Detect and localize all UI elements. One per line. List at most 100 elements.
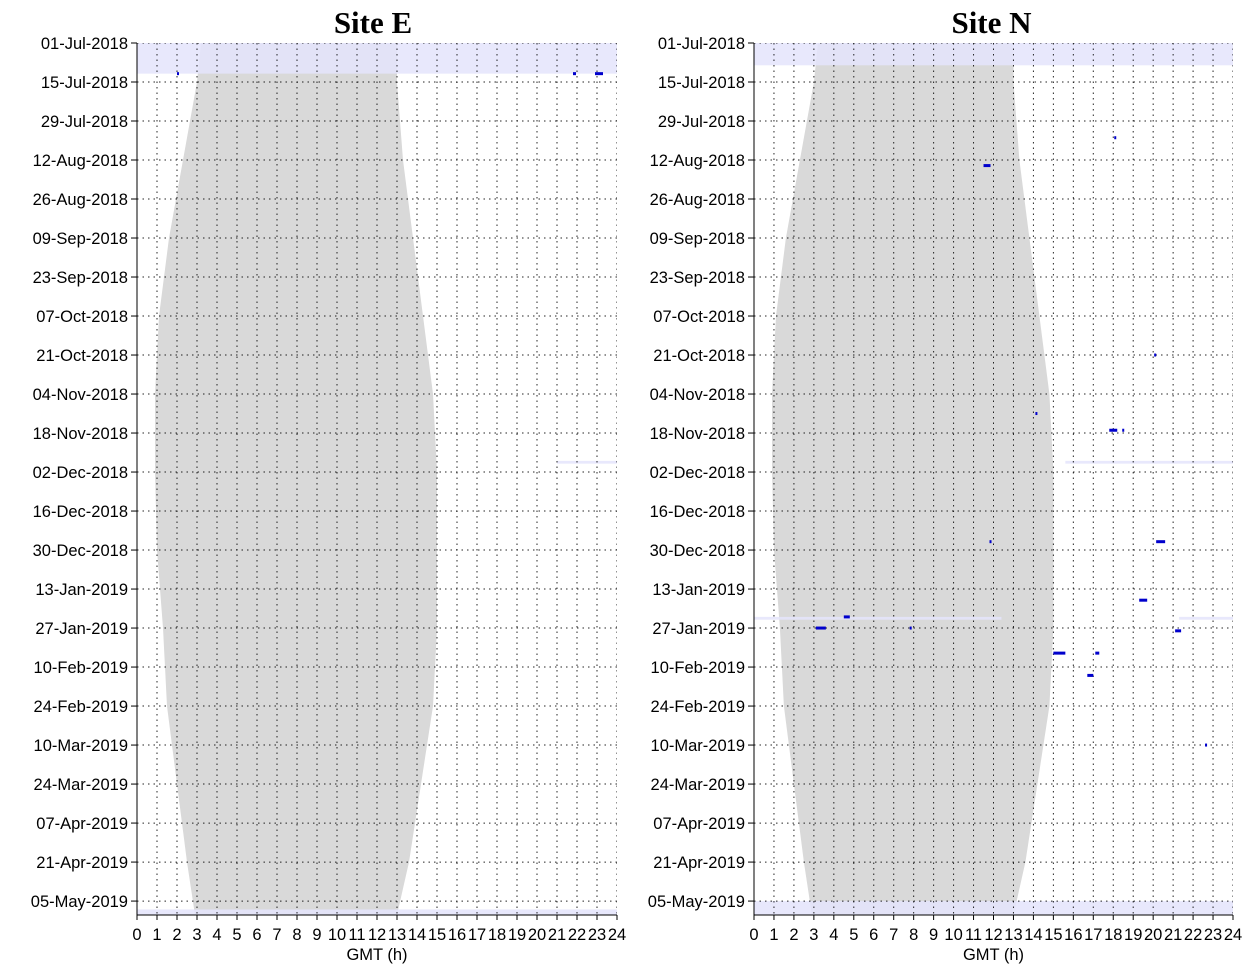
- x-tick-label: 8: [292, 926, 301, 944]
- x-tick-label: 7: [272, 926, 281, 944]
- chart-title: Site E: [334, 5, 412, 40]
- no-effort-period: [754, 901, 1233, 915]
- x-tick-label: 15: [428, 926, 446, 944]
- x-tick-label: 7: [889, 926, 898, 944]
- y-tick-label: 18-Nov-2018: [650, 425, 745, 443]
- no-effort-period: [1179, 616, 1233, 620]
- x-tick-label: 2: [172, 926, 181, 944]
- y-tick-label: 26-Aug-2018: [650, 191, 745, 209]
- x-tick-label: 17: [468, 926, 486, 944]
- x-tick-label: 9: [929, 926, 938, 944]
- y-tick-label: 05-May-2019: [648, 893, 745, 911]
- x-tick-label: 20: [528, 926, 546, 944]
- x-tick-label: 24: [1224, 926, 1242, 944]
- x-tick-label: 1: [152, 926, 161, 944]
- detection-mark: [1156, 540, 1166, 544]
- detection-mark: [1087, 673, 1094, 677]
- y-tick-label: 10-Mar-2019: [651, 737, 745, 755]
- x-tick-label: 21: [548, 926, 566, 944]
- detection-mark: [1095, 651, 1100, 655]
- y-tick-label: 12-Aug-2018: [650, 152, 745, 170]
- x-tick-label: 11: [965, 926, 982, 944]
- detection-mark: [843, 615, 850, 619]
- x-tick-label: 8: [909, 926, 918, 944]
- x-tick-label: 3: [809, 926, 818, 944]
- x-tick-label: 22: [568, 926, 586, 944]
- y-tick-label: 15-Jul-2018: [658, 74, 745, 92]
- x-tick-label: 1: [769, 926, 778, 944]
- x-tick-label: 23: [588, 926, 606, 944]
- chart-title: Site N: [951, 5, 1031, 40]
- detection-mark: [1139, 598, 1148, 602]
- x-tick-label: 11: [348, 926, 365, 944]
- x-axis-label: GMT (h): [963, 946, 1024, 964]
- y-tick-label: 07-Oct-2018: [36, 308, 128, 326]
- detection-mark: [909, 626, 912, 630]
- night-shading: [155, 43, 437, 915]
- y-tick-label: 24-Feb-2019: [651, 698, 745, 716]
- detection-mark: [815, 626, 826, 630]
- x-tick-label: 19: [1124, 926, 1142, 944]
- no-effort-period: [557, 460, 617, 464]
- y-tick-label: 04-Nov-2018: [33, 386, 128, 404]
- detection-mark: [1154, 353, 1157, 357]
- x-tick-label: 2: [789, 926, 798, 944]
- y-tick-label: 09-Sep-2018: [650, 230, 745, 248]
- detection-mark: [177, 72, 179, 76]
- x-tick-label: 4: [829, 926, 838, 944]
- x-tick-label: 5: [849, 926, 858, 944]
- y-tick-label: 12-Aug-2018: [33, 152, 128, 170]
- y-tick-label: 26-Aug-2018: [33, 191, 128, 209]
- plot-area: [754, 43, 1233, 915]
- detection-mark: [983, 164, 991, 168]
- x-tick-label: 22: [1184, 926, 1202, 944]
- x-tick-label: 6: [252, 926, 261, 944]
- x-tick-label: 14: [408, 926, 426, 944]
- plot-area: [137, 43, 617, 915]
- panel-site-e: 01-Jul-2018 15-Jul-2018 29-Jul-2018 12-Aug-…: [31, 5, 626, 964]
- y-tick-label: 10-Feb-2019: [651, 659, 745, 677]
- y-tick-label: 30-Dec-2018: [33, 542, 128, 560]
- y-tick-label: 16-Dec-2018: [33, 503, 128, 521]
- x-tick-label: 5: [232, 926, 241, 944]
- y-tick-label: 21-Oct-2018: [653, 347, 745, 365]
- y-tick-label: 24-Feb-2019: [34, 698, 128, 716]
- x-tick-label: 21: [1164, 926, 1182, 944]
- x-tick-label: 16: [448, 926, 466, 944]
- y-tick-label: 07-Apr-2019: [36, 815, 128, 833]
- x-tick-label: 13: [388, 926, 406, 944]
- x-tick-label: 4: [212, 926, 221, 944]
- y-tick-label: 24-Mar-2019: [651, 776, 745, 794]
- x-tick-label: 23: [1204, 926, 1222, 944]
- y-tick-label: 27-Jan-2019: [652, 620, 745, 638]
- y-tick-label: 05-May-2019: [31, 893, 128, 911]
- night-shading: [772, 43, 1054, 915]
- y-tick-label: 23-Sep-2018: [33, 269, 128, 287]
- detection-mark: [1175, 629, 1182, 633]
- detection-mark: [595, 72, 603, 76]
- x-tick-label: 19: [508, 926, 526, 944]
- y-tick-label: 21-Apr-2019: [653, 854, 745, 872]
- x-tick-label: 17: [1084, 926, 1102, 944]
- y-tick-label: 15-Jul-2018: [41, 74, 128, 92]
- x-tick-label: 18: [488, 926, 506, 944]
- detection-mark: [1122, 428, 1125, 432]
- y-tick-label: 29-Jul-2018: [41, 113, 128, 131]
- y-tick-label: 24-Mar-2019: [34, 776, 128, 794]
- y-tick-label: 01-Jul-2018: [658, 35, 745, 53]
- x-tick-label: 10: [944, 926, 962, 944]
- y-tick-label: 02-Dec-2018: [33, 464, 128, 482]
- y-tick-label: 07-Oct-2018: [653, 308, 745, 326]
- y-tick-label: 27-Jan-2019: [35, 620, 128, 638]
- y-tick-label: 23-Sep-2018: [650, 269, 745, 287]
- y-tick-label: 04-Nov-2018: [650, 386, 745, 404]
- no-effort-period: [754, 616, 1002, 620]
- x-tick-label: 3: [192, 926, 201, 944]
- detection-mark: [1035, 412, 1038, 416]
- y-tick-label: 16-Dec-2018: [650, 503, 745, 521]
- x-tick-label: 18: [1104, 926, 1122, 944]
- detection-mark: [1053, 651, 1066, 655]
- y-tick-label: 21-Oct-2018: [36, 347, 128, 365]
- detection-mark: [573, 72, 576, 76]
